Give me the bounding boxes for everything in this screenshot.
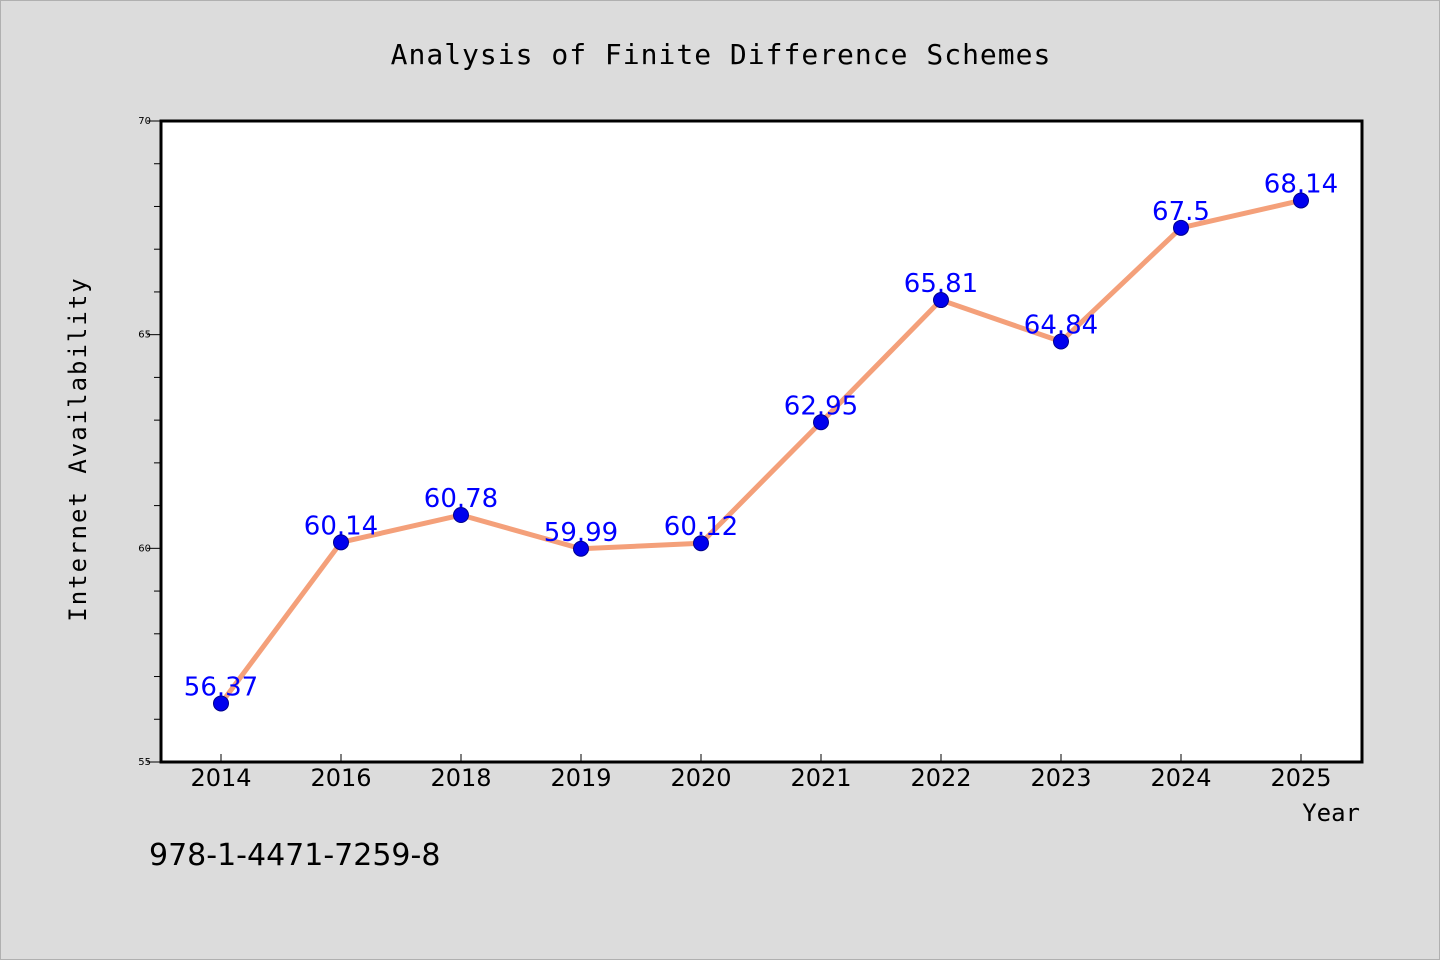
data-label: 62.95 <box>784 391 858 421</box>
x-tick-label: 2018 <box>430 764 491 792</box>
y-axis-ticks: 55 60 65 70 <box>138 116 161 768</box>
data-point-marker <box>933 292 949 309</box>
data-label: 60.12 <box>664 512 738 542</box>
data-point-marker <box>813 414 829 431</box>
x-tick-label: 2016 <box>310 764 371 792</box>
data-label-layer: 56.37 60.14 60.78 59.99 60.12 62.95 65.81 64.84… <box>184 169 1338 702</box>
data-label: 67.5 <box>1152 197 1210 227</box>
data-point-marker <box>573 540 589 557</box>
y-tick-label: 55 <box>138 757 151 768</box>
series-line <box>218 197 1304 706</box>
data-point-marker <box>693 535 709 552</box>
x-axis-ticks: 2014 2016 2018 2019 2020 2021 2022 2023 2024 2025 <box>190 754 1332 792</box>
series-layer <box>213 192 1309 712</box>
chart-title: Analysis of Finite Difference Schemes <box>391 38 1052 71</box>
data-label: 64.84 <box>1024 311 1098 341</box>
x-tick-label: 2020 <box>670 764 731 792</box>
x-tick-label: 2014 <box>190 764 251 792</box>
y-tick-label: 60 <box>138 543 151 554</box>
data-point-marker <box>1173 219 1189 236</box>
data-label: 59.99 <box>544 518 618 548</box>
y-tick-label: 65 <box>138 330 151 341</box>
data-label: 56.37 <box>184 672 258 702</box>
x-tick-label: 2019 <box>550 764 611 792</box>
x-axis-label: Year <box>1302 799 1360 827</box>
data-label: 68.14 <box>1264 169 1338 199</box>
data-point-marker <box>453 507 469 524</box>
data-label: 65.81 <box>904 269 978 299</box>
x-tick-label: 2022 <box>910 764 971 792</box>
data-label: 60.78 <box>424 484 498 514</box>
y-axis-label: Internet Availability <box>64 276 92 621</box>
x-tick-label: 2025 <box>1270 764 1331 792</box>
x-tick-label: 2023 <box>1030 764 1091 792</box>
y-tick-label: 70 <box>138 116 151 127</box>
footer-isbn: 978-1-4471-7259-8 <box>149 838 440 873</box>
x-tick-label: 2024 <box>1150 764 1211 792</box>
data-point-marker <box>1293 192 1309 209</box>
data-label: 60.14 <box>304 511 378 541</box>
data-point-marker <box>333 534 349 551</box>
data-point-marker <box>1053 333 1069 350</box>
x-tick-label: 2021 <box>790 764 851 792</box>
data-point-marker <box>213 695 229 712</box>
plot-area <box>159 119 1364 764</box>
